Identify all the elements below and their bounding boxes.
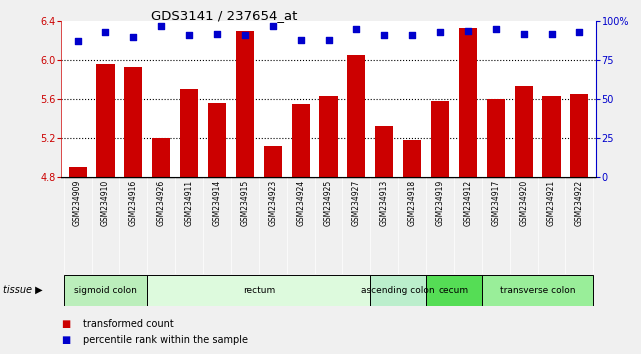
Bar — [370, 275, 426, 306]
Point — [240, 33, 250, 38]
Text: ascending colon: ascending colon — [362, 286, 435, 295]
Bar — [426, 275, 482, 306]
Text: GSM234917: GSM234917 — [491, 180, 500, 226]
Text: ■: ■ — [61, 335, 70, 345]
Bar — [542, 96, 561, 177]
Bar — [487, 99, 505, 177]
Text: GSM234920: GSM234920 — [519, 180, 528, 226]
Bar — [236, 31, 254, 177]
Bar — [459, 28, 477, 177]
Text: GDS3141 / 237654_at: GDS3141 / 237654_at — [151, 9, 297, 22]
Bar — [63, 275, 147, 306]
Text: GSM234916: GSM234916 — [129, 180, 138, 226]
Point — [574, 29, 585, 35]
Text: GSM234924: GSM234924 — [296, 180, 305, 226]
Text: sigmoid colon: sigmoid colon — [74, 286, 137, 295]
Bar — [152, 138, 171, 177]
Text: GSM234919: GSM234919 — [435, 180, 444, 226]
Point — [379, 33, 389, 38]
Text: rectum: rectum — [243, 286, 275, 295]
Text: GSM234910: GSM234910 — [101, 180, 110, 226]
Bar — [403, 140, 421, 177]
Bar — [208, 103, 226, 177]
Text: percentile rank within the sample: percentile rank within the sample — [83, 335, 248, 345]
Text: GSM234925: GSM234925 — [324, 180, 333, 226]
Point — [101, 29, 111, 35]
Text: transformed count: transformed count — [83, 319, 174, 329]
Bar — [124, 67, 142, 177]
Bar — [375, 126, 394, 177]
Bar — [319, 96, 338, 177]
Bar — [292, 104, 310, 177]
Bar — [515, 86, 533, 177]
Text: GSM234914: GSM234914 — [213, 180, 222, 226]
Text: GSM234926: GSM234926 — [157, 180, 166, 226]
Point — [407, 33, 417, 38]
Text: GSM234909: GSM234909 — [73, 180, 82, 226]
Bar — [147, 275, 370, 306]
Text: ■: ■ — [61, 319, 70, 329]
Point — [72, 39, 83, 44]
Text: GSM234912: GSM234912 — [463, 180, 472, 226]
Text: GSM234911: GSM234911 — [185, 180, 194, 226]
Point — [323, 37, 333, 43]
Bar — [570, 94, 588, 177]
Bar — [96, 64, 115, 177]
Bar — [482, 275, 594, 306]
Text: GSM234923: GSM234923 — [269, 180, 278, 226]
Bar — [347, 55, 365, 177]
Point — [351, 26, 362, 32]
Bar — [180, 89, 198, 177]
Text: transverse colon: transverse colon — [500, 286, 576, 295]
Point — [212, 31, 222, 36]
Text: GSM234927: GSM234927 — [352, 180, 361, 226]
Point — [128, 34, 138, 40]
Point — [490, 26, 501, 32]
Point — [184, 33, 194, 38]
Point — [519, 31, 529, 36]
Text: GSM234918: GSM234918 — [408, 180, 417, 226]
Text: GSM234921: GSM234921 — [547, 180, 556, 226]
Bar — [431, 101, 449, 177]
Point — [546, 31, 556, 36]
Text: GSM234922: GSM234922 — [575, 180, 584, 226]
Text: GSM234915: GSM234915 — [240, 180, 249, 226]
Point — [296, 37, 306, 43]
Text: tissue ▶: tissue ▶ — [3, 285, 43, 295]
Point — [463, 28, 473, 33]
Text: GSM234913: GSM234913 — [379, 180, 388, 226]
Point — [156, 23, 167, 29]
Bar — [263, 146, 282, 177]
Point — [268, 23, 278, 29]
Bar — [69, 167, 87, 177]
Text: cecum: cecum — [439, 286, 469, 295]
Point — [435, 29, 445, 35]
